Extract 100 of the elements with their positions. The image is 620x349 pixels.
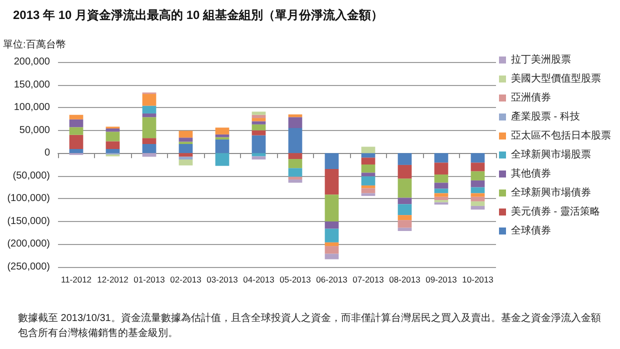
- bar: [252, 156, 266, 160]
- bar: [252, 130, 266, 136]
- bar: [361, 193, 376, 196]
- bar: [470, 187, 485, 194]
- bar: [252, 121, 266, 124]
- bar: [470, 201, 485, 206]
- x-tick-label: 11-2012: [60, 274, 92, 284]
- bar: [288, 153, 302, 160]
- bar: [178, 130, 193, 138]
- bar: [434, 193, 448, 197]
- bar: [434, 153, 448, 163]
- bar: [324, 246, 339, 254]
- bar: [215, 139, 230, 154]
- bar: [398, 220, 412, 228]
- bar: [288, 159, 302, 168]
- y-tick-label: 50,000: [19, 124, 50, 136]
- bar: [69, 134, 84, 150]
- x-tick-label: 08-2013: [389, 274, 421, 284]
- bar: [470, 171, 485, 180]
- bar: [398, 215, 412, 220]
- bar: [142, 153, 156, 157]
- bar: [398, 198, 412, 204]
- bar: [470, 180, 485, 188]
- bar: [69, 114, 84, 120]
- x-tick-label: 05-2013: [280, 274, 312, 284]
- bar: [69, 119, 84, 128]
- bar: [324, 254, 339, 260]
- bar: [398, 178, 412, 198]
- legend-label: 亞洲債券: [511, 92, 551, 104]
- bar: [434, 188, 448, 194]
- bar: [434, 196, 448, 200]
- bar: [324, 228, 339, 242]
- legend-label: 美元債券 - 靈活策略: [511, 206, 600, 218]
- y-tick-label: (150,000): [7, 216, 50, 227]
- legend-label: 全球新興市場債券: [511, 186, 591, 198]
- bar: [142, 106, 156, 114]
- text: 數據截至 2013/10/31。資金流量數據為估計值，且含全球投資人之資金，而非僅計算台灣居民之買入及賣出。基金之資金淨流入金額包含所有台灣核備銷售的基金級別。: [18, 312, 601, 339]
- bar: [361, 153, 376, 158]
- bar: [398, 204, 412, 216]
- bar: [178, 138, 193, 142]
- bar: [434, 174, 448, 183]
- bar: [142, 138, 156, 144]
- bar: [215, 128, 230, 134]
- bar: [215, 153, 230, 166]
- x-tick-label: 12-2012: [97, 274, 129, 284]
- bar: [252, 153, 266, 156]
- y-tick-label: (200,000): [7, 238, 50, 250]
- bar: [142, 94, 156, 106]
- bar: [252, 124, 266, 130]
- bar: [106, 141, 120, 150]
- bar: [361, 176, 376, 186]
- bar: [324, 242, 339, 246]
- bar: [288, 180, 302, 183]
- bar: [142, 117, 156, 138]
- bar: [252, 112, 266, 115]
- bar: [434, 182, 448, 189]
- chart-title: 2013 年 10 月資金淨流出最高的 10 組基金組別（單月份淨流入金額）: [13, 8, 384, 22]
- y-tick-label: (250,000): [7, 262, 50, 272]
- bar: [324, 169, 339, 195]
- y-tick-label: 200,000: [14, 56, 50, 68]
- bar: [361, 146, 376, 154]
- bar: [470, 206, 485, 210]
- bar: [178, 159, 193, 166]
- legend-label: 全球債券: [511, 224, 551, 236]
- x-tick-label: 02-2013: [170, 274, 202, 284]
- legend-label: 拉丁美洲股票: [511, 54, 571, 66]
- bar: [252, 118, 266, 122]
- bar: [106, 128, 120, 132]
- bar: [324, 194, 339, 222]
- x-tick-label: 09-2013: [426, 274, 458, 284]
- bar: [361, 158, 376, 164]
- bar: [470, 193, 485, 197]
- legend-label: 亞太區不包括日本股票: [511, 130, 611, 142]
- y-tick-label: 150,000: [14, 79, 50, 90]
- y-axis-title: 單位:百萬台幣: [3, 38, 66, 50]
- y-tick-label: (100,000): [7, 193, 50, 204]
- bar: [361, 164, 376, 173]
- bar: [252, 135, 266, 154]
- y-tick-label: 0: [44, 148, 50, 159]
- bar: [69, 149, 84, 154]
- x-tick-label: 06-2013: [316, 274, 348, 284]
- bar: [398, 164, 412, 179]
- legend-label: 其他債券: [511, 168, 551, 180]
- y-tick-label: (50,000): [12, 170, 50, 182]
- x-tick-label: 01-2013: [134, 274, 166, 284]
- x-tick-label: 04-2013: [243, 274, 275, 284]
- bar: [324, 153, 339, 170]
- bar: [398, 153, 412, 165]
- bar: [178, 153, 193, 157]
- x-tick-label: 10-2013: [462, 274, 494, 284]
- bar: [288, 128, 302, 154]
- bar: [470, 162, 485, 172]
- bar: [288, 168, 302, 177]
- bar: [470, 196, 485, 202]
- bar: [142, 144, 156, 154]
- legend-label: 全球新興市場股票: [511, 148, 591, 160]
- bar: [252, 114, 266, 118]
- legend-label: 美國大型價值型股票: [511, 72, 601, 84]
- x-tick-label: 03-2013: [206, 274, 238, 284]
- bar: [178, 144, 193, 154]
